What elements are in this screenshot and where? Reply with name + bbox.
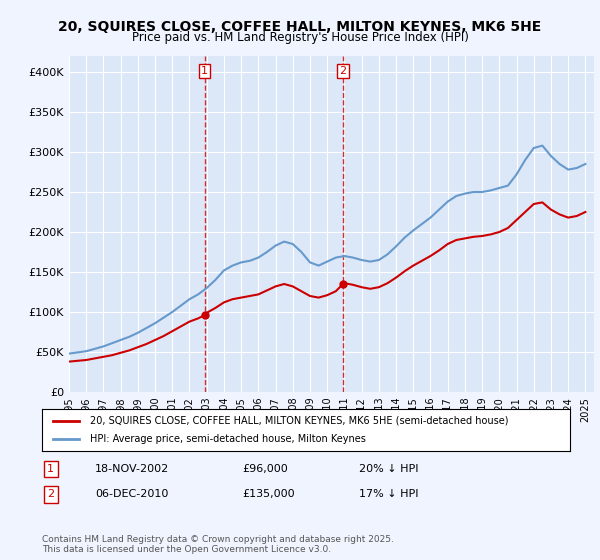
Text: 20, SQUIRES CLOSE, COFFEE HALL, MILTON KEYNES, MK6 5HE: 20, SQUIRES CLOSE, COFFEE HALL, MILTON K… xyxy=(58,20,542,34)
Text: Contains HM Land Registry data © Crown copyright and database right 2025.
This d: Contains HM Land Registry data © Crown c… xyxy=(42,535,394,554)
Text: 18-NOV-2002: 18-NOV-2002 xyxy=(95,464,169,474)
Text: 1: 1 xyxy=(201,66,208,76)
Text: HPI: Average price, semi-detached house, Milton Keynes: HPI: Average price, semi-detached house,… xyxy=(89,434,365,444)
Text: 2: 2 xyxy=(47,489,55,499)
Text: 1: 1 xyxy=(47,464,54,474)
Text: 06-DEC-2010: 06-DEC-2010 xyxy=(95,489,168,499)
Text: £96,000: £96,000 xyxy=(242,464,289,474)
Text: Price paid vs. HM Land Registry's House Price Index (HPI): Price paid vs. HM Land Registry's House … xyxy=(131,31,469,44)
Text: 17% ↓ HPI: 17% ↓ HPI xyxy=(359,489,418,499)
Text: 2: 2 xyxy=(340,66,347,76)
Text: 20% ↓ HPI: 20% ↓ HPI xyxy=(359,464,418,474)
Text: 20, SQUIRES CLOSE, COFFEE HALL, MILTON KEYNES, MK6 5HE (semi-detached house): 20, SQUIRES CLOSE, COFFEE HALL, MILTON K… xyxy=(89,416,508,426)
Text: £135,000: £135,000 xyxy=(242,489,295,499)
